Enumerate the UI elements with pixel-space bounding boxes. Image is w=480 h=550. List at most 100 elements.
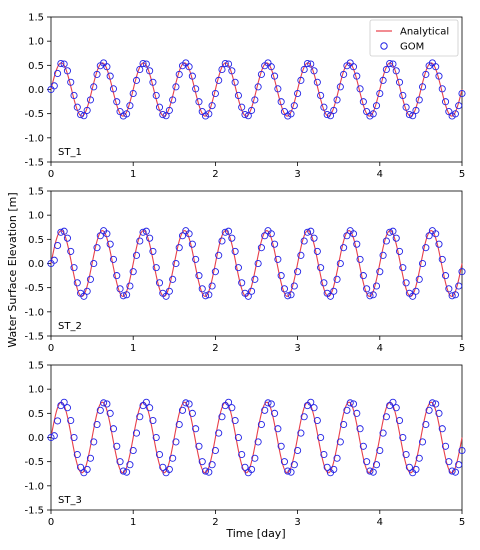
- y-tick-label: 0.5: [28, 409, 44, 420]
- gom-marker: [63, 67, 71, 75]
- gom-marker: [372, 102, 381, 110]
- gom-marker: [106, 409, 114, 417]
- gom-marker: [455, 282, 463, 290]
- gom-marker: [57, 228, 65, 236]
- gom-marker: [251, 454, 259, 462]
- gom-marker: [211, 89, 219, 98]
- gom-marker: [297, 251, 305, 259]
- gom-marker: [238, 450, 246, 459]
- y-axis-label: Water Surface Elevation [m]: [6, 192, 19, 347]
- gom-marker: [80, 292, 88, 300]
- gom-marker: [333, 275, 341, 283]
- gom-marker: [63, 234, 71, 242]
- gom-marker: [343, 406, 351, 414]
- gom-marker: [287, 468, 295, 476]
- gom-marker: [379, 76, 387, 84]
- gom-marker: [129, 446, 137, 455]
- gom-marker: [395, 416, 404, 425]
- gom-marker: [425, 406, 433, 414]
- gom-marker: [277, 272, 285, 280]
- gom-marker: [142, 227, 150, 235]
- gom-marker: [234, 433, 242, 442]
- gom-marker: [67, 416, 75, 425]
- gom-marker: [284, 467, 292, 475]
- gom-marker: [208, 461, 216, 469]
- gom-marker: [215, 76, 223, 84]
- gom-marker: [136, 413, 144, 421]
- x-tick-label: 2: [212, 343, 218, 354]
- gom-marker: [224, 398, 233, 406]
- gom-marker: [60, 60, 68, 68]
- gom-marker: [198, 285, 206, 293]
- gom-marker: [257, 420, 265, 429]
- gom-marker: [50, 256, 58, 264]
- gom-marker: [113, 442, 121, 450]
- gom-marker: [349, 400, 358, 408]
- gom-marker: [280, 285, 289, 293]
- gom-marker: [349, 230, 358, 238]
- gom-marker: [221, 59, 229, 68]
- x-tick-label: 3: [294, 517, 300, 528]
- gom-marker: [320, 450, 328, 459]
- gom-marker: [300, 237, 308, 245]
- gom-marker: [221, 228, 229, 236]
- gom-marker: [106, 240, 114, 248]
- gom-marker: [109, 425, 118, 433]
- gom-marker: [129, 89, 137, 98]
- gom-marker: [70, 91, 78, 100]
- x-tick-label: 5: [459, 169, 465, 180]
- y-tick-label: -0.5: [24, 457, 44, 468]
- gom-marker: [307, 398, 315, 406]
- gom-marker: [86, 454, 95, 462]
- gom-marker: [323, 111, 331, 119]
- gom-marker: [336, 83, 344, 91]
- legend-gom-label: GOM: [400, 42, 424, 53]
- y-tick-label: 0.5: [28, 235, 44, 246]
- gom-marker: [353, 72, 361, 80]
- gom-marker: [159, 111, 167, 119]
- gom-marker: [241, 111, 249, 119]
- x-tick-label: 1: [130, 343, 136, 354]
- gom-marker: [438, 255, 446, 263]
- gom-marker: [96, 232, 104, 240]
- y-tick-label: -0.5: [24, 283, 44, 294]
- gom-marker: [172, 259, 180, 268]
- gom-marker: [369, 110, 377, 118]
- gom-marker: [261, 406, 269, 414]
- gom-marker: [287, 110, 295, 118]
- gom-marker: [412, 287, 420, 295]
- gom-marker: [126, 282, 134, 290]
- gom-marker: [67, 78, 75, 86]
- gom-marker: [116, 458, 124, 466]
- gom-marker: [155, 450, 164, 459]
- gom-marker: [178, 232, 187, 240]
- gom-marker: [159, 463, 167, 471]
- gom-marker: [379, 429, 387, 437]
- gom-marker: [54, 241, 62, 250]
- gom-marker: [392, 234, 400, 242]
- gom-marker: [455, 461, 463, 469]
- gom-marker: [231, 78, 239, 86]
- gom-marker: [435, 409, 443, 417]
- gom-marker: [195, 272, 203, 280]
- gom-marker: [228, 404, 236, 412]
- y-tick-label: -1.5: [24, 332, 44, 343]
- gom-marker: [389, 227, 397, 235]
- gom-marker: [175, 70, 183, 78]
- y-tick-label: 1.0: [28, 37, 44, 48]
- gom-marker: [93, 420, 101, 429]
- gom-marker: [208, 102, 216, 110]
- x-tick-label: 1: [130, 517, 136, 528]
- gom-marker: [399, 433, 407, 442]
- gom-marker: [93, 244, 101, 252]
- gom-marker: [280, 458, 289, 466]
- gom-marker: [90, 259, 98, 268]
- gom-marker: [363, 458, 371, 466]
- gom-marker: [109, 255, 118, 263]
- gom-marker: [274, 425, 282, 433]
- gom-marker: [165, 287, 173, 295]
- x-tick-label: 3: [294, 343, 300, 354]
- gom-marker: [218, 65, 226, 73]
- gom-marker: [320, 279, 328, 287]
- gom-marker: [415, 96, 423, 104]
